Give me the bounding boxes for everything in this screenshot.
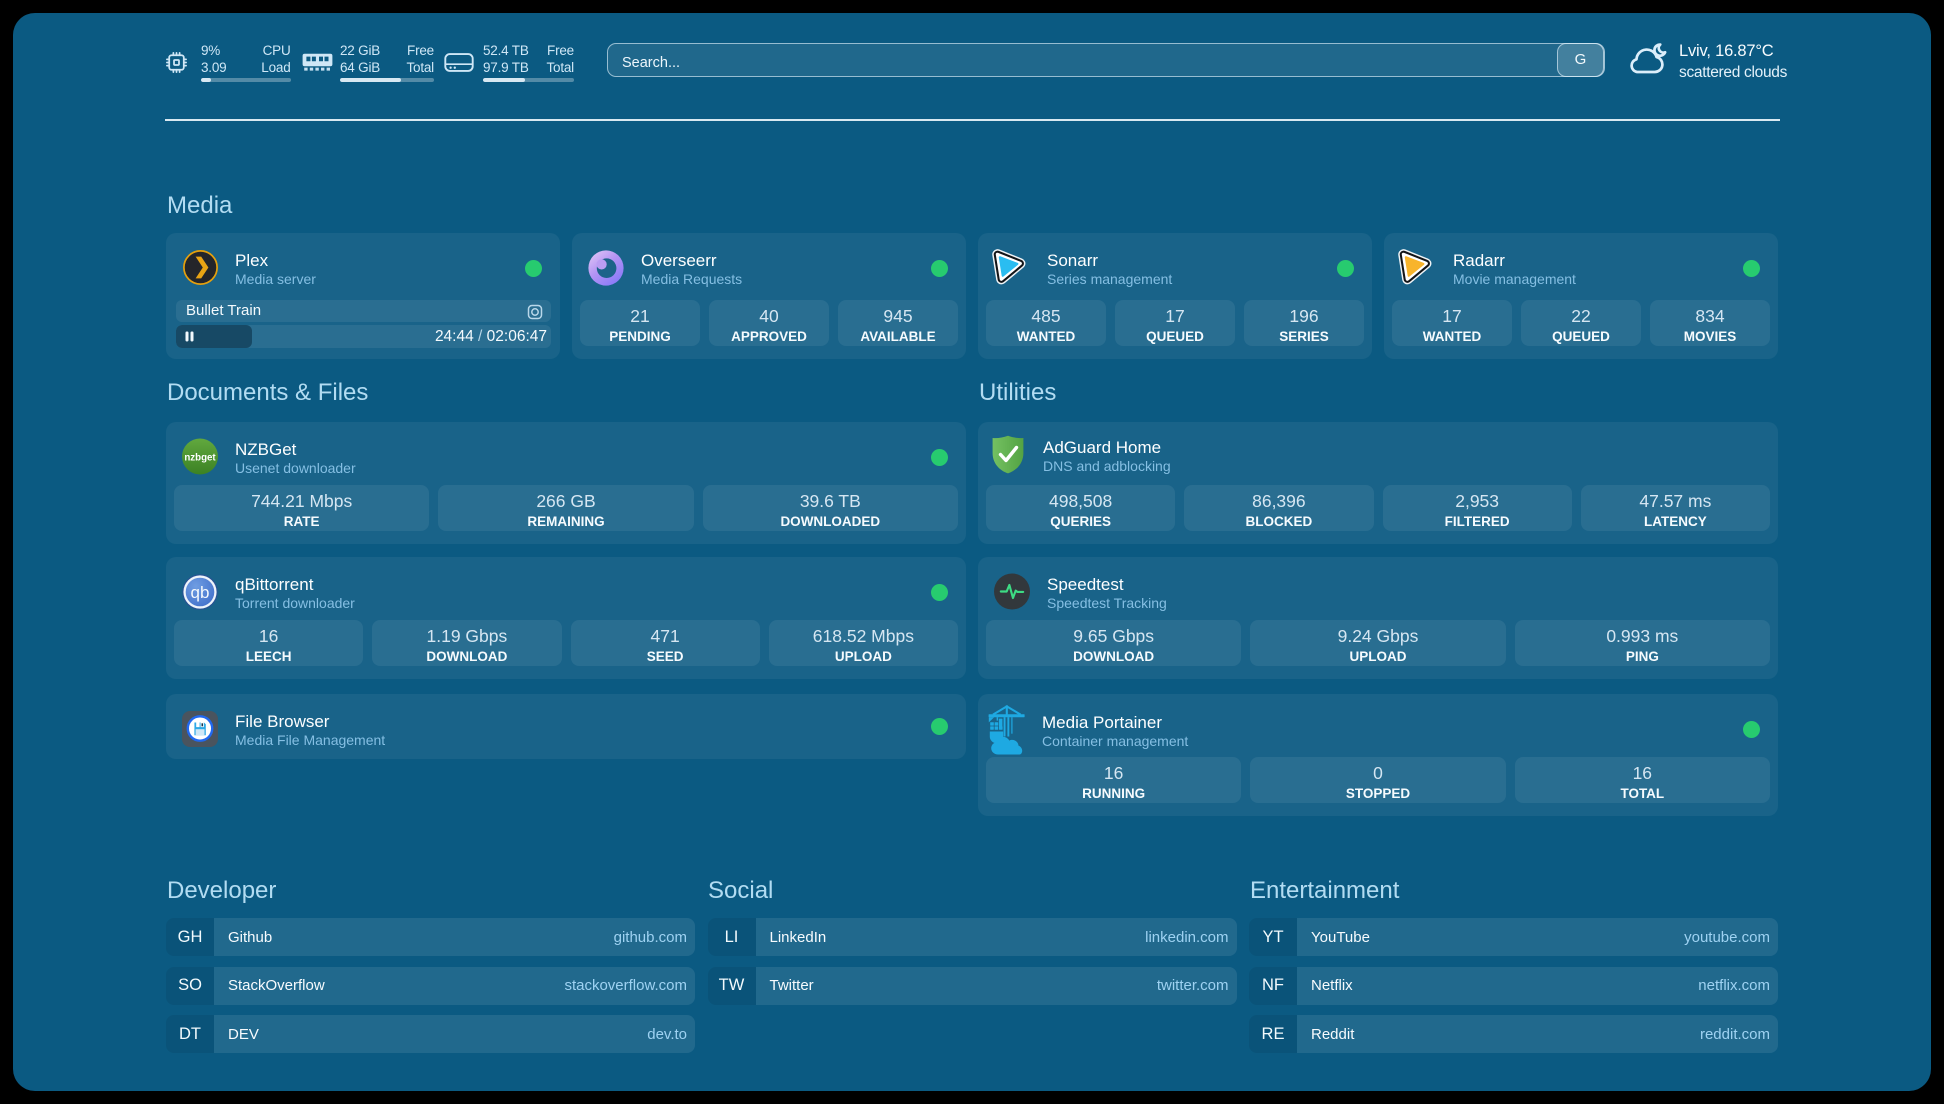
svg-text:nzbget: nzbget xyxy=(184,453,216,464)
svg-text:qb: qb xyxy=(191,583,210,602)
